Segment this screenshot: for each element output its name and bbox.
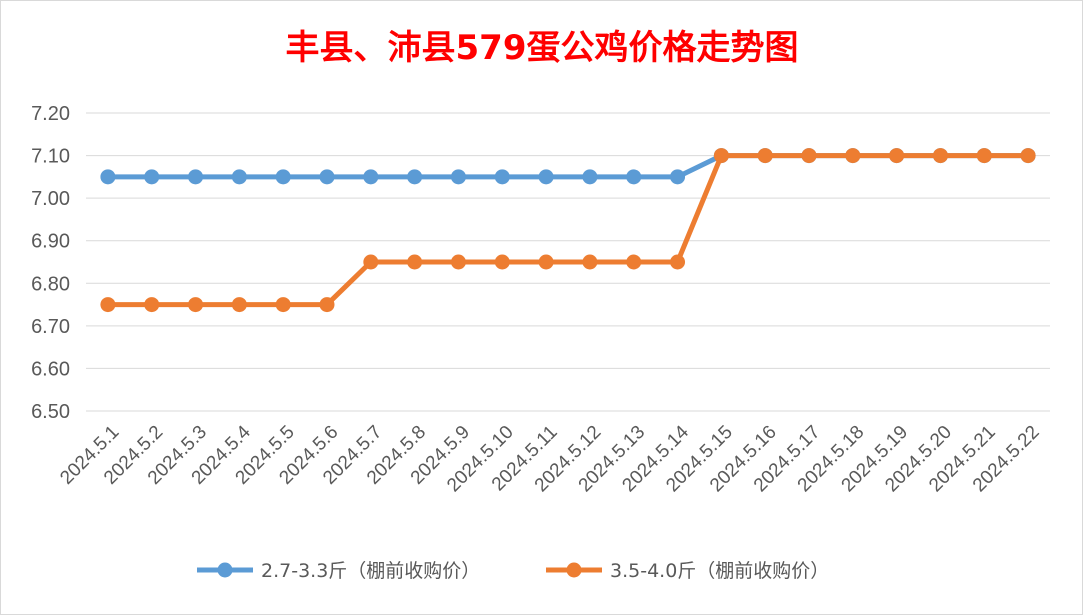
data-point [538,254,554,270]
data-point [144,169,160,185]
data-point [363,254,379,270]
data-point [275,169,291,185]
y-tick-label: 7.10 [31,146,70,168]
data-point [188,169,204,185]
data-point [188,297,204,313]
data-point [407,254,423,270]
data-point [670,169,686,185]
data-point [538,169,554,185]
data-point [100,297,116,313]
data-point [231,297,247,313]
data-point [275,297,291,313]
y-tick-label: 6.60 [31,358,70,380]
x-axis-ticks: 2024.5.12024.5.22024.5.32024.5.42024.5.5… [56,421,1043,496]
legend: 2.7-3.3斤（棚前收购价） 3.5-4.0斤（棚前收购价） [197,560,829,582]
y-tick-label: 7.00 [31,188,70,210]
y-tick-label: 6.90 [31,231,70,253]
data-point [582,169,598,185]
data-point [670,254,686,270]
data-point [319,169,335,185]
data-point [1020,148,1036,164]
data-point [494,169,510,185]
data-point [889,148,905,164]
data-point [407,169,423,185]
data-point [494,254,510,270]
gridlines [86,112,1050,412]
y-tick-label: 7.20 [31,103,70,125]
data-point [231,169,247,185]
legend-label: 3.5-4.0斤（棚前收购价） [610,560,829,582]
legend-item: 3.5-4.0斤（棚前收购价） [546,560,829,582]
chart-title: 丰县、沛县579蛋公鸡价格走势图 [286,28,799,68]
data-point [932,148,948,164]
data-point [757,148,773,164]
series-2 [100,148,1036,313]
legend-item: 2.7-3.3斤（棚前收购价） [197,560,480,582]
series-line [105,153,1031,308]
data-point [582,254,598,270]
y-axis-ticks: 6.50 6.60 6.70 6.80 6.90 7.00 7.10 7.20 [31,103,70,423]
data-point [626,254,642,270]
data-point [144,297,160,313]
data-point [450,254,466,270]
legend-marker [217,562,233,578]
y-tick-label: 6.80 [31,273,70,295]
legend-marker [566,562,582,578]
data-point [626,169,642,185]
data-point [976,148,992,164]
data-point [319,297,335,313]
data-point [450,169,466,185]
data-point [801,148,817,164]
data-point [363,169,379,185]
y-tick-label: 6.70 [31,316,70,338]
data-point [713,148,729,164]
data-point [845,148,861,164]
data-point [100,169,116,185]
series-lines [100,148,1036,313]
y-tick-label: 6.50 [31,401,70,423]
legend-label: 2.7-3.3斤（棚前收购价） [261,560,480,582]
